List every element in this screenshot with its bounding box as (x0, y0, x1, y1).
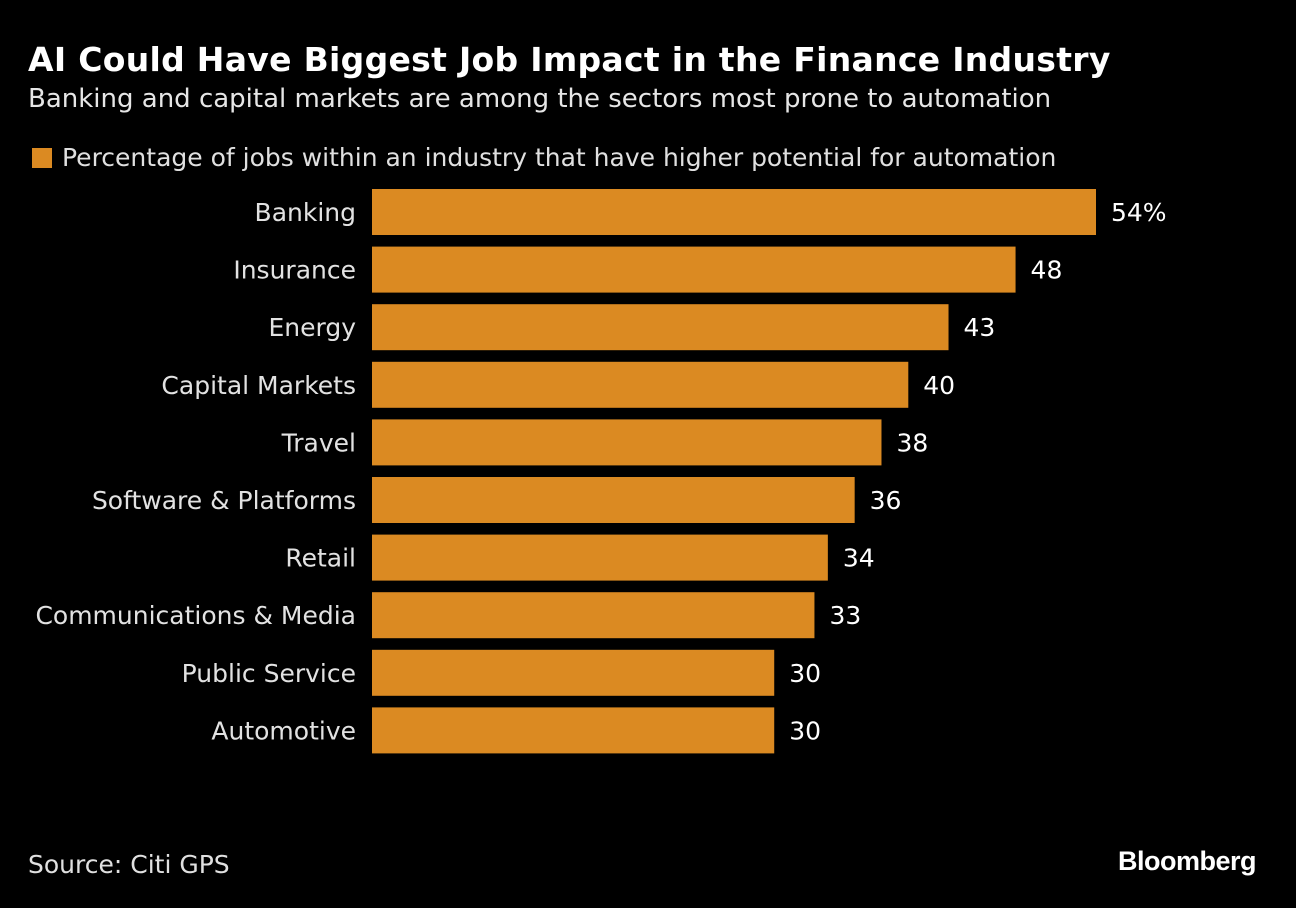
bar (372, 189, 1096, 235)
source-note: Source: Citi GPS (28, 850, 230, 879)
bar (372, 534, 828, 581)
value-label: 38 (896, 428, 928, 457)
legend-swatch (32, 147, 52, 168)
bar (372, 246, 1016, 293)
value-label: 40 (923, 371, 955, 400)
bar (372, 592, 815, 639)
category-label: Public Service (182, 659, 356, 688)
bar (372, 707, 775, 754)
bar (372, 361, 909, 408)
value-label: 30 (789, 716, 821, 745)
category-label: Banking (255, 198, 356, 227)
category-label: Insurance (233, 256, 356, 285)
value-label: 33 (829, 601, 861, 630)
chart-subtitle: Banking and capital markets are among th… (28, 84, 1052, 114)
category-label: Capital Markets (161, 371, 356, 400)
category-label: Automotive (211, 716, 356, 745)
category-label: Retail (285, 544, 356, 573)
category-label: Travel (281, 428, 356, 457)
value-label: 43 (964, 313, 996, 342)
bar (372, 649, 775, 696)
value-label: 30 (789, 659, 821, 688)
chart-title: AI Could Have Biggest Job Impact in the … (28, 40, 1111, 79)
value-label: 48 (1031, 256, 1063, 285)
legend-label: Percentage of jobs within an industry th… (62, 143, 1057, 172)
legend: Percentage of jobs within an industry th… (32, 143, 1056, 172)
bar (372, 304, 949, 351)
category-label: Software & Platforms (92, 486, 356, 515)
bar (372, 477, 855, 523)
value-label: 54% (1111, 198, 1167, 227)
bar (372, 419, 882, 466)
bloomberg-logo: Bloomberg (1117, 846, 1257, 876)
category-label: Energy (268, 313, 356, 342)
value-label: 34 (843, 544, 875, 573)
category-label: Communications & Media (35, 601, 356, 630)
value-label: 36 (870, 486, 902, 515)
